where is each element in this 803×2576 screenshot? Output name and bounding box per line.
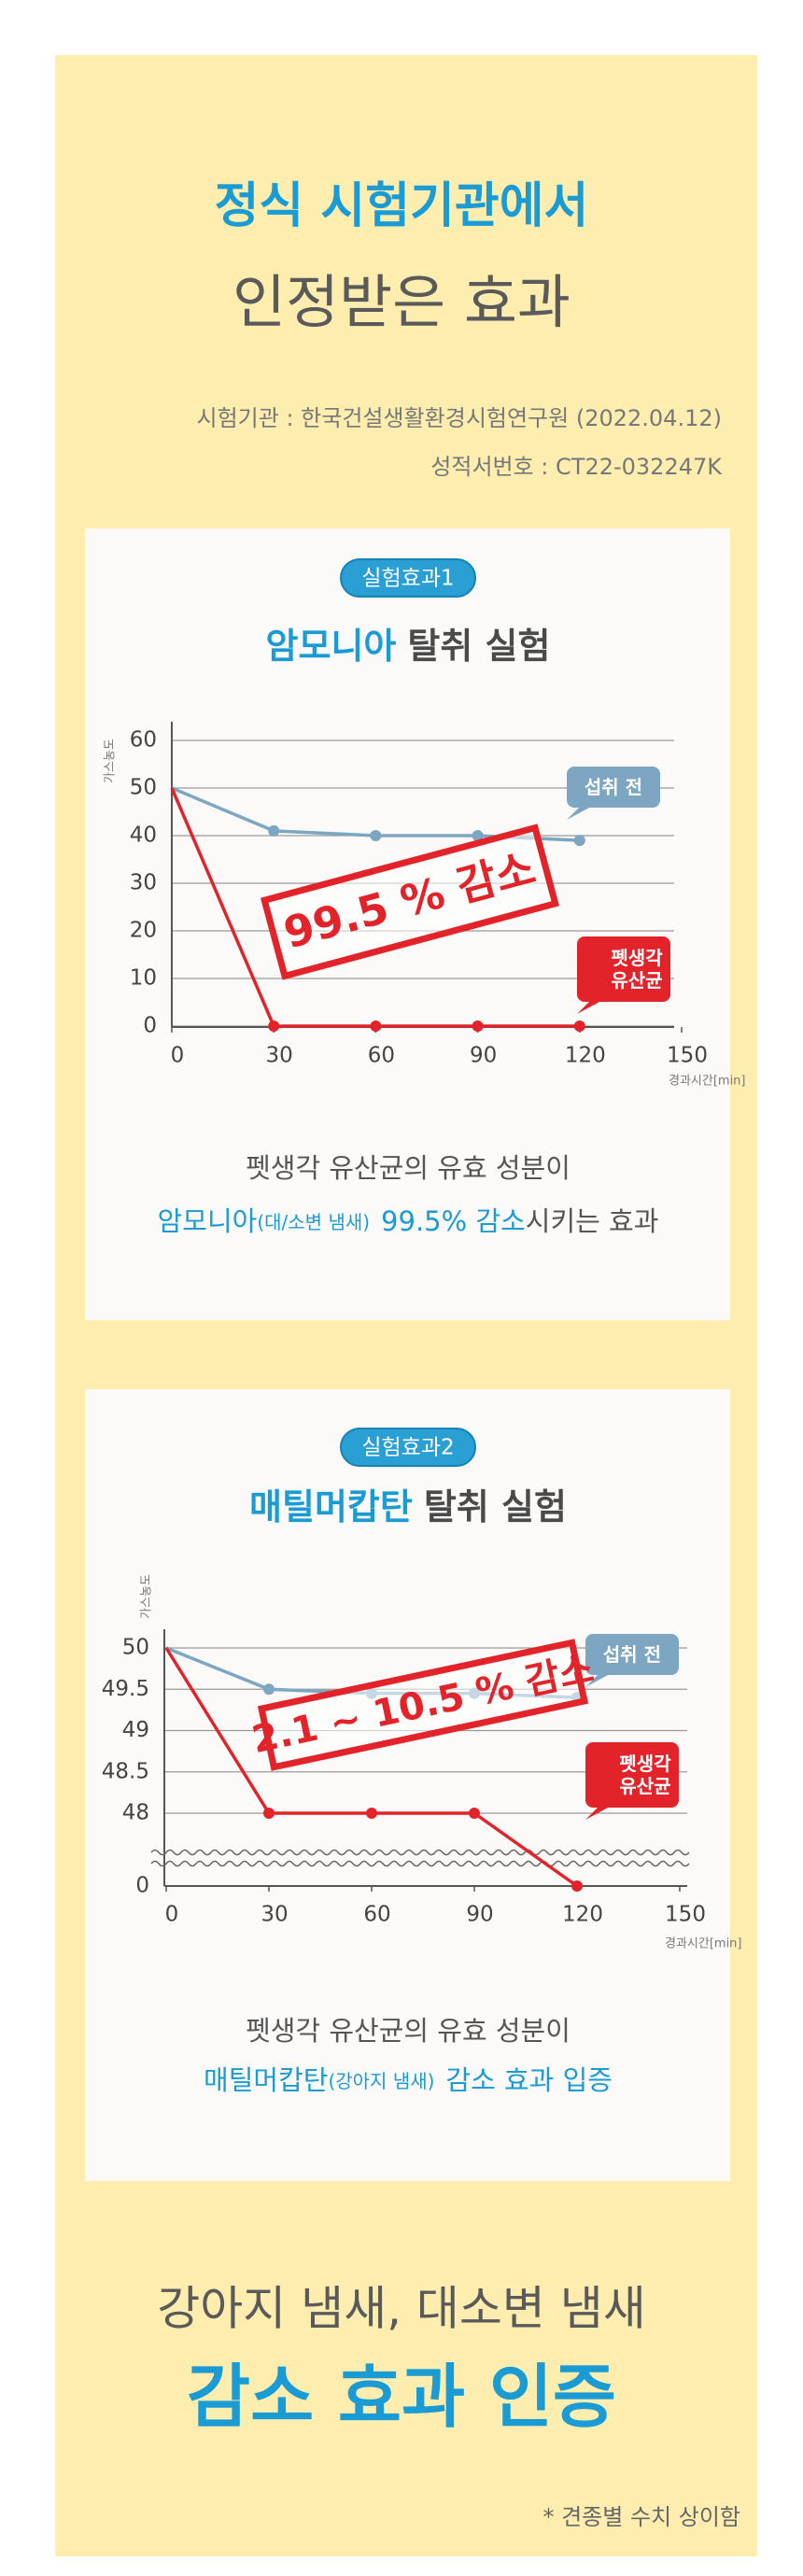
data-point (370, 830, 382, 841)
caption-line1: 펫생각 유산균의 유효 성분이 (246, 2015, 571, 2047)
legend-box (577, 936, 670, 1002)
chart-title: 암모니아 탈취 실험 (266, 626, 551, 667)
axis-break (150, 1849, 690, 1856)
caption-line2: 매틸머캅탄(강아지 냄새) 감소 효과 입증 (204, 2064, 613, 2096)
y-tick-label: 50 (130, 776, 157, 800)
x-tick-label: 120 (565, 1044, 606, 1068)
caption-line1: 펫생각 유산균의 유효 성분이 (246, 1152, 571, 1184)
badge (340, 558, 476, 598)
badge-text: 실험효과1 (361, 567, 454, 591)
y-tick-label: 0 (143, 1014, 157, 1038)
legend-entry: 펫생각 유산균 (619, 1753, 671, 1797)
data-point (370, 1021, 382, 1032)
y-tick-label: 48 (122, 1801, 149, 1825)
x-tick-label: 120 (562, 1903, 603, 1927)
report-number: 성적서번호 : CT22-032247K (430, 454, 723, 480)
stamp-border (260, 823, 560, 980)
caption-part: (강아지 냄새) (328, 2070, 434, 2092)
stamp-border (257, 1639, 589, 1771)
axis-break (150, 1860, 690, 1867)
legend-box (585, 1634, 679, 1675)
data-point (268, 1021, 280, 1032)
legend-pointer (567, 807, 591, 820)
data-point (573, 835, 585, 847)
y-tick-label: 50 (122, 1636, 149, 1660)
badge-text: 실험효과2 (361, 1436, 454, 1460)
institution: 시험기관 : 한국건설생활환경시험연구원 (2022.04.12) (197, 405, 722, 431)
caption-line2: 암모니아(대/소변 냄새) 99.5% 감소시키는 효과 (158, 1205, 659, 1237)
data-point (263, 1808, 275, 1819)
title-line1: 정식 시험기관에서 (215, 178, 589, 234)
y-tick-label: 0 (135, 1874, 149, 1898)
legend-pointer (577, 1001, 601, 1014)
title-highlight: 암모니아 (266, 626, 397, 667)
legend-box (585, 1742, 679, 1808)
chart-title: 매틸머캅탄 탈취 실험 (249, 1486, 567, 1527)
legend-label: 펫생각 유산균 (611, 947, 663, 992)
y-tick-label: 48.5 (102, 1759, 149, 1783)
y-tick-label: 60 (130, 728, 157, 753)
data-point (472, 830, 484, 841)
caption-part: (대/소변 냄새) (257, 1211, 370, 1233)
legend-entry: 펫생각 유산균 (611, 947, 663, 992)
y-tick-label: 40 (130, 823, 157, 848)
caption-part: 감소 효과 입증 (445, 2064, 613, 2096)
y-tick-label: 20 (130, 919, 157, 943)
legend-label: 섭취 전 (602, 1643, 662, 1666)
data-point (472, 1021, 484, 1032)
legend-pointer (585, 1807, 610, 1820)
title-highlight: 매틸머캅탄 (249, 1486, 413, 1527)
data-point (571, 1880, 583, 1892)
y-tick-label: 10 (130, 966, 157, 991)
y-tick-label: 49 (122, 1718, 149, 1742)
x-tick-label: 150 (665, 1903, 706, 1927)
title-rest: 탈취 실험 (407, 626, 550, 667)
caption-part: 매틸머캅탄 (204, 2064, 328, 2096)
y-tick-label: 30 (130, 871, 157, 895)
x-tick-label: 30 (261, 1903, 288, 1927)
x-axis-label: 경과시간[min] (665, 1937, 742, 1951)
legend-label: 펫생각 유산균 (619, 1753, 671, 1797)
x-axis-label: 경과시간[min] (669, 1075, 746, 1089)
x-tick-label: 0 (165, 1903, 179, 1927)
legend-entry: 섭취 전 (584, 776, 643, 798)
data-point (263, 1683, 275, 1696)
x-tick-label: 60 (363, 1903, 390, 1927)
legend-label: 섭취 전 (584, 776, 643, 798)
badge (340, 1428, 476, 1467)
legend-box (567, 767, 660, 808)
data-point (573, 1021, 585, 1032)
x-tick-label: 150 (667, 1044, 708, 1068)
y-axis-label: 가스농도 (104, 739, 118, 783)
caption-part: 시키는 효과 (526, 1205, 659, 1237)
legend-entry: 섭취 전 (602, 1643, 662, 1666)
caption-part: 99.5% 감소 (381, 1205, 526, 1237)
data-point (268, 824, 280, 837)
title-rest: 탈취 실험 (424, 1486, 567, 1527)
title-line2: 인정받은 효과 (232, 268, 571, 336)
y-axis-label: 가스농도 (140, 1574, 154, 1619)
data-point (366, 1808, 377, 1819)
data-point (469, 1808, 480, 1819)
x-tick-label: 30 (266, 1044, 293, 1068)
footnote: * 견종별 수치 상이함 (542, 2504, 740, 2530)
caption-part: 암모니아 (158, 1205, 258, 1237)
x-tick-label: 90 (466, 1903, 493, 1927)
x-tick-label: 90 (470, 1044, 497, 1068)
x-tick-label: 0 (171, 1044, 185, 1068)
footer-line2: 감소 효과 인증 (187, 2358, 616, 2438)
legend-pointer (585, 1674, 610, 1687)
y-tick-label: 49.5 (102, 1677, 149, 1701)
footer-line1: 강아지 냄새, 대소변 냄새 (157, 2282, 646, 2336)
x-tick-label: 60 (368, 1044, 395, 1068)
